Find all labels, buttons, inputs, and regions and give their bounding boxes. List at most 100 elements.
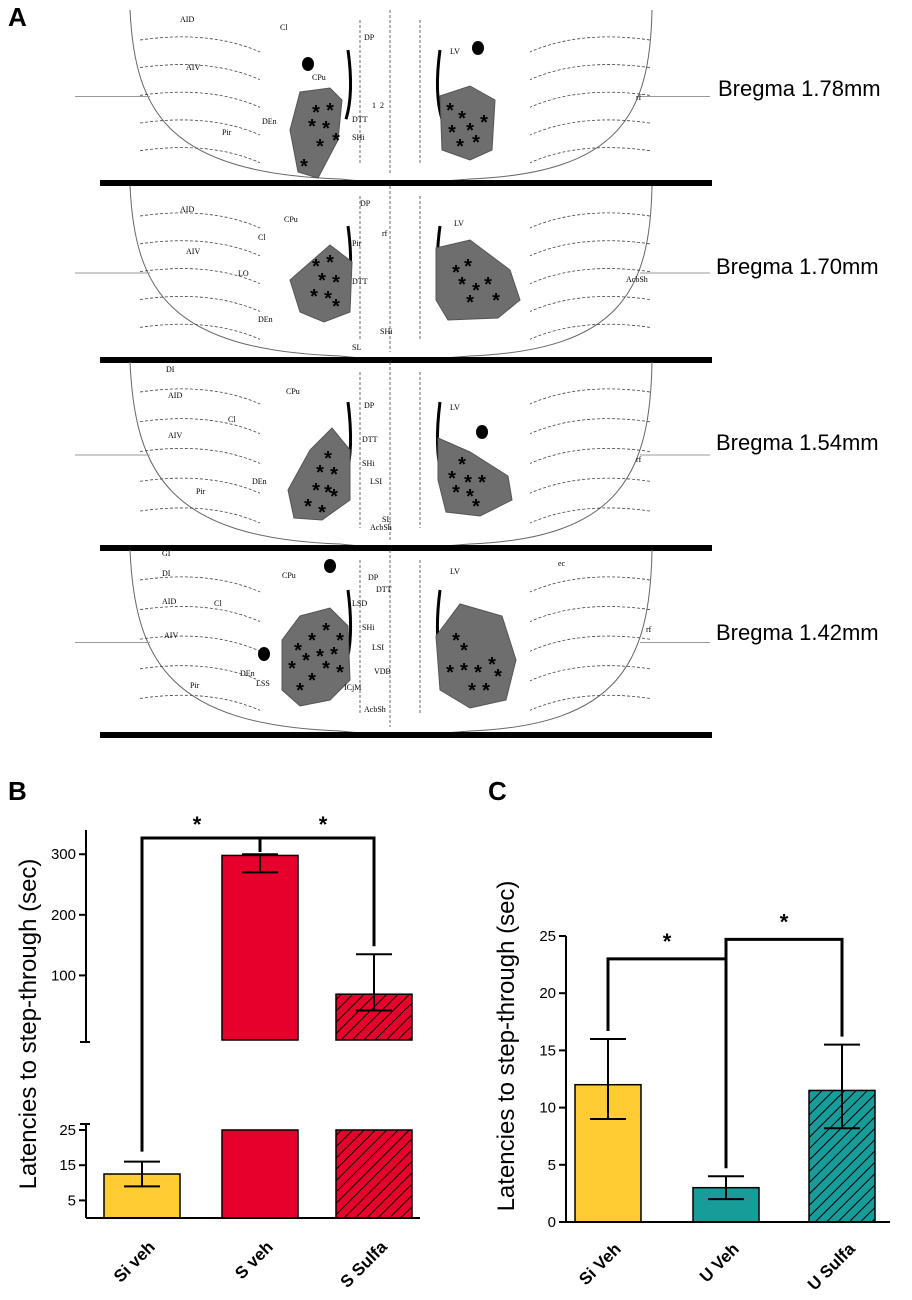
atlas-region-label: Pir xyxy=(352,239,362,248)
atlas-region-label: SHi xyxy=(352,133,365,142)
atlas-section: * ** ** * ** ** * ** *AIDAIVClDPLVCPuLODEnPirDTT… xyxy=(75,185,712,363)
y-axis-label: Latencies to step-through (sec) xyxy=(15,859,42,1190)
atlas-region-label: VDB xyxy=(374,667,391,676)
y-tick-label: 15 xyxy=(539,1042,556,1059)
region-boundary xyxy=(529,212,651,229)
atlas-region-label: 2 xyxy=(380,101,384,110)
atlas-region-label: SHi xyxy=(380,327,393,336)
lesion-marker: * xyxy=(458,108,466,130)
lesion-marker: * xyxy=(488,654,496,676)
lesion-marker: * xyxy=(452,630,460,652)
lesion-marker: * xyxy=(312,102,320,124)
lesion-marker: * xyxy=(312,256,320,278)
region-boundary xyxy=(529,91,651,108)
atlas-region-label: DTT xyxy=(352,115,368,124)
atlas-region-label: AcbSh xyxy=(364,705,386,714)
bar xyxy=(335,1129,413,1219)
fiducial-dot xyxy=(476,425,488,439)
lesion-marker: * xyxy=(294,640,302,662)
region-boundary xyxy=(139,36,261,53)
y-tick-label: 200 xyxy=(51,907,76,924)
lesion-marker: * xyxy=(302,650,310,672)
lesion-marker: * xyxy=(322,620,330,642)
region-boundary xyxy=(529,119,651,136)
lesion-marker: * xyxy=(480,112,488,134)
atlas-region-label: DEn xyxy=(252,477,267,486)
atlas-region-label: 1 xyxy=(372,101,376,110)
lesion-marker: * xyxy=(332,272,340,294)
lesion-marker: * xyxy=(324,482,332,504)
atlas-region-label: Cl xyxy=(228,415,236,424)
lesion-area xyxy=(287,427,351,521)
atlas-region-label: GI xyxy=(162,549,171,558)
y-tick-label: 20 xyxy=(539,985,556,1002)
atlas-region-label: DI xyxy=(166,365,175,374)
significance-star: * xyxy=(193,812,202,837)
bregma-label: Bregma 1.70mm xyxy=(716,254,879,279)
atlas-section: * ** ***** ** ** **AIDAIVClDPLVCPuDEnPirDTTSH… xyxy=(75,9,712,186)
lesion-marker: * xyxy=(316,136,324,158)
atlas-region-label: DEn xyxy=(262,117,277,126)
atlas-region-label: SHi xyxy=(362,459,375,468)
lesion-marker: * xyxy=(312,480,320,502)
atlas-region-label: Pir xyxy=(190,681,200,690)
lesion-marker: * xyxy=(446,662,454,684)
bregma-label: Bregma 1.42mm xyxy=(716,620,879,645)
lesion-marker: * xyxy=(460,660,468,682)
lesion-marker: * xyxy=(458,274,466,296)
lesion-marker: * xyxy=(332,296,340,318)
panel-letter-a: A xyxy=(8,2,27,32)
septum-boundary xyxy=(359,560,421,715)
region-boundary xyxy=(139,448,261,464)
atlas-region-label: rf xyxy=(382,229,388,238)
lesion-marker: * xyxy=(466,486,474,508)
lesion-marker: * xyxy=(318,502,326,524)
atlas-region-label: Cl xyxy=(280,23,288,32)
lesion-marker: * xyxy=(318,270,326,292)
lesion-marker: * xyxy=(468,680,476,702)
atlas-region-label: rf xyxy=(636,455,642,464)
region-boundary xyxy=(139,635,261,652)
region-boundary xyxy=(139,147,261,164)
atlas-region-label: Pir xyxy=(222,128,232,137)
atlas-region-label: LSI xyxy=(370,477,382,486)
significance-star: * xyxy=(319,812,328,837)
atlas-region-label: AID xyxy=(162,597,176,606)
significance-bracket xyxy=(724,937,844,1169)
lesion-marker: * xyxy=(460,640,468,662)
atlas-region-label: Cl xyxy=(258,233,266,242)
lesion-marker: * xyxy=(472,496,480,518)
region-boundary xyxy=(529,477,651,494)
atlas-region-label: SL xyxy=(352,343,361,352)
region-boundary xyxy=(529,507,651,524)
atlas-region-label: CPu xyxy=(286,387,300,396)
region-boundary xyxy=(529,448,651,464)
lateral-ventricle xyxy=(344,49,353,120)
lesion-marker: * xyxy=(474,662,482,684)
septum-boundary xyxy=(359,20,421,163)
lesion-marker: * xyxy=(324,288,332,310)
panel-letter-c: C xyxy=(488,776,507,806)
atlas-region-label: LSI xyxy=(372,643,384,652)
y-tick-label: 25 xyxy=(539,928,556,945)
lesion-marker: * xyxy=(316,462,324,484)
lesion-marker: * xyxy=(296,680,304,702)
atlas-region-label: LSS xyxy=(256,679,270,688)
y-tick-label: 10 xyxy=(539,1100,556,1117)
lesion-marker: * xyxy=(330,464,338,486)
lesion-marker: * xyxy=(448,468,456,490)
lesion-area xyxy=(437,437,513,517)
atlas-region-label: DTT xyxy=(362,435,378,444)
y-tick-label: 15 xyxy=(59,1157,76,1174)
lesion-marker: * xyxy=(310,286,318,308)
panel-letter-b: B xyxy=(8,776,27,806)
region-boundary xyxy=(139,388,261,405)
significance-bracket xyxy=(606,957,726,1031)
lesion-area xyxy=(439,85,496,161)
lesion-marker: * xyxy=(452,482,460,504)
region-boundary xyxy=(529,323,651,340)
atlas-region-label: DP xyxy=(360,199,371,208)
lesion-area xyxy=(281,607,351,707)
